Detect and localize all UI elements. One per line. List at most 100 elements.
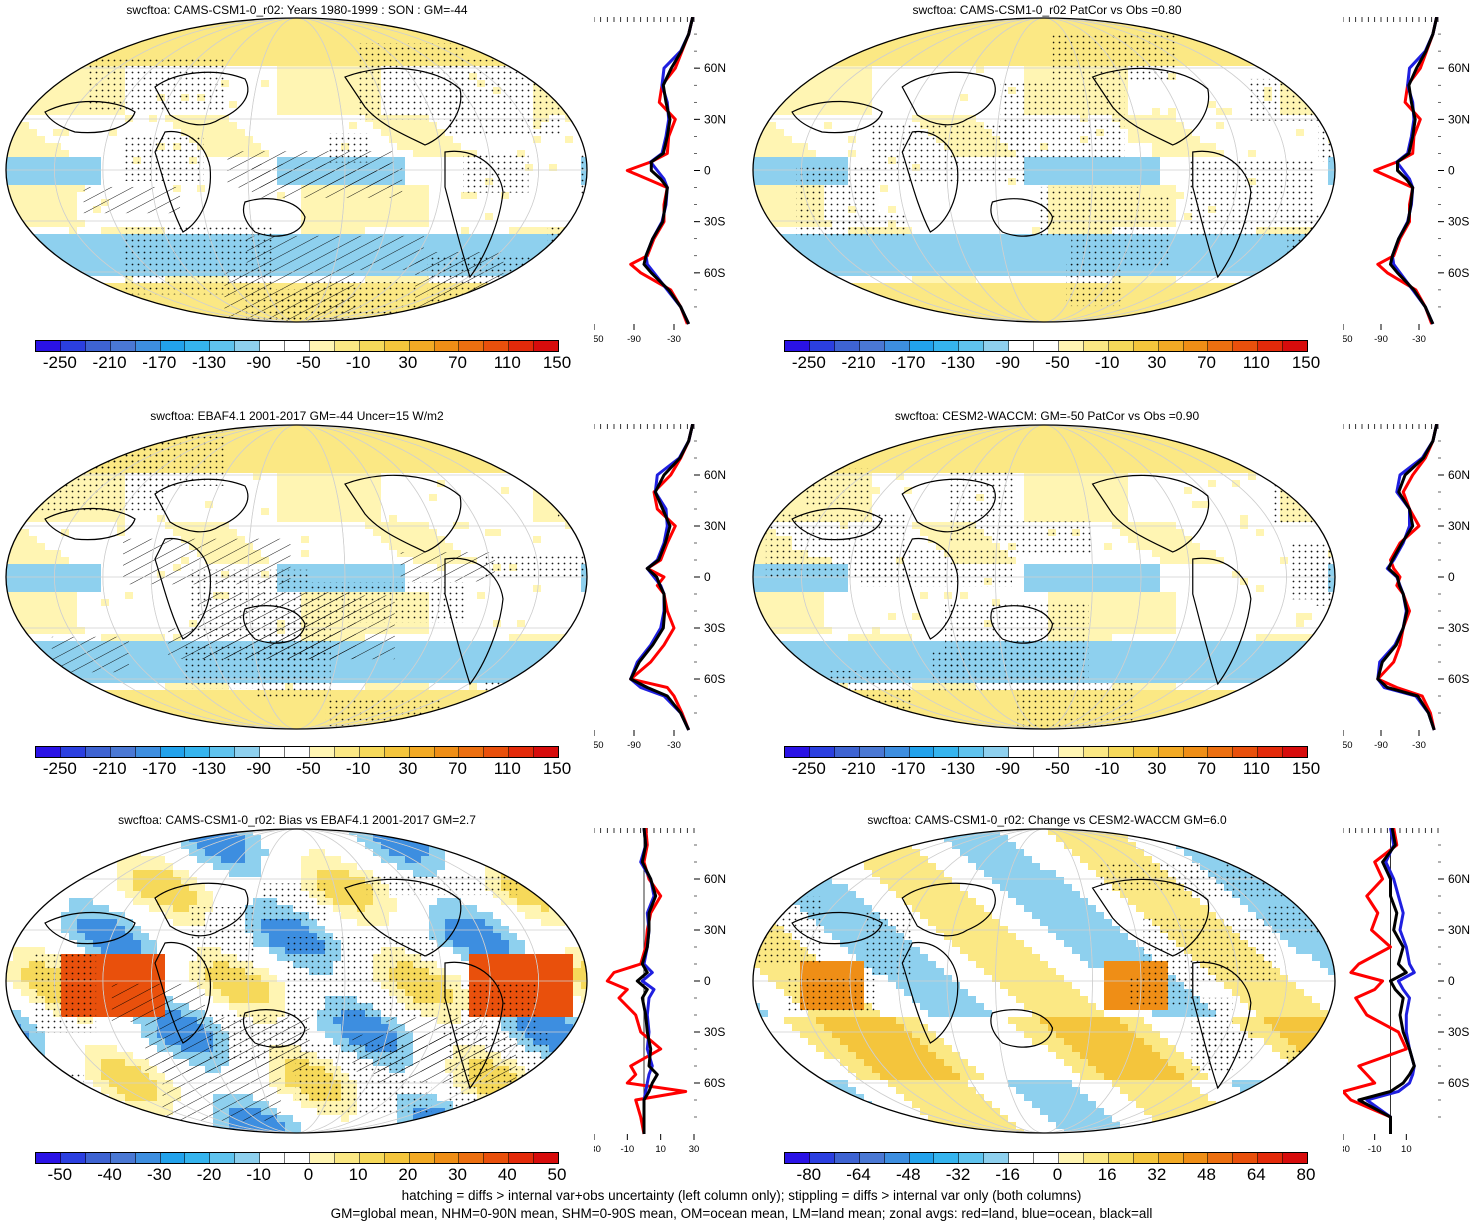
colorbar-swatch — [61, 747, 86, 757]
colorbar-swatch — [111, 341, 136, 351]
zonal-lat-tick-label: 60N — [1448, 61, 1470, 75]
colorbar-swatch — [185, 341, 210, 351]
colorbar-swatch — [260, 341, 285, 351]
colorbar-tick-label: 0 — [1053, 1165, 1062, 1185]
colorbar-swatch — [835, 747, 860, 757]
colorbar-swatch — [360, 747, 385, 757]
colorbar-swatch — [1084, 747, 1109, 757]
colorbar-tick-label: -170 — [142, 353, 176, 373]
colorbar-swatch — [984, 1153, 1009, 1163]
colorbar-swatch — [785, 341, 810, 351]
colorbar-swatch — [910, 341, 935, 351]
colorbar-swatch — [1109, 747, 1134, 757]
panel-title: swcftoa: EBAF4.1 2001-2017 GM=-44 Uncer=… — [0, 409, 597, 423]
zonal-x-tick-label: -10 — [620, 1144, 634, 1155]
map-container — [5, 828, 588, 1139]
zonal-x-tick-label: -90 — [627, 334, 641, 345]
colorbar-tick-label: 30 — [1147, 353, 1166, 373]
panel-title: swcftoa: CAMS-CSM1-0_r02: Bias vs EBAF4.… — [0, 813, 597, 827]
colorbar-swatch — [185, 747, 210, 757]
colorbar-tick-label: -10 — [1095, 353, 1120, 373]
colorbar-tick-label: -50 — [296, 353, 321, 373]
colorbar-swatch — [235, 341, 260, 351]
colorbar-tick-label: 80 — [1297, 1165, 1316, 1185]
colorbar-tick-label: -170 — [891, 759, 925, 779]
zonal-lat-tick-label: 60S — [704, 266, 725, 280]
colorbar-tick-label: -130 — [192, 353, 226, 373]
panel-title: swcftoa: CAMS-CSM1-0_r02: Change vs CESM… — [747, 813, 1347, 827]
colorbar-swatch — [385, 341, 410, 351]
colorbar-swatch — [1208, 1153, 1233, 1163]
colorbar-tick-label: -250 — [43, 353, 77, 373]
map-container — [5, 424, 588, 735]
colorbar-tick-label: 30 — [448, 1165, 467, 1185]
zonal-lat-tick-label: 30N — [704, 519, 726, 533]
zonal-x-tick-label: 10 — [655, 1144, 666, 1155]
colorbar-swatch — [860, 747, 885, 757]
zonal-series-all — [1359, 828, 1415, 1134]
colorbar-tick-label: -32 — [946, 1165, 971, 1185]
colorbar-tick-label: 48 — [1197, 1165, 1216, 1185]
colorbar-tick-label: -250 — [792, 759, 826, 779]
colorbar-tick-label: 10 — [349, 1165, 368, 1185]
colorbar-tick-label: -20 — [197, 1165, 222, 1185]
panel-title: swcftoa: CAMS-CSM1-0_r02: Years 1980-199… — [0, 3, 597, 17]
colorbar-swatch — [1159, 341, 1184, 351]
colorbar-swatch — [360, 1153, 385, 1163]
colorbar-tick-label: -64 — [846, 1165, 871, 1185]
colorbar-swatch — [86, 341, 111, 351]
zonal-lat-tick-label: 30S — [704, 621, 725, 635]
zonal-x-tick-label: -90 — [1374, 740, 1388, 751]
map-panel — [752, 17, 1336, 323]
colorbar-swatch — [260, 1153, 285, 1163]
colorbar-swatch — [410, 341, 435, 351]
map-panel — [752, 828, 1336, 1134]
zonal-lat-tick-label: 0 — [1448, 570, 1455, 584]
colorbar-swatch — [285, 341, 310, 351]
zonal-lat-tick-label: 60N — [704, 468, 726, 482]
zonal-lat-tick-label: 0 — [704, 570, 711, 584]
colorbar-tick-label: -80 — [797, 1165, 822, 1185]
colorbar — [35, 340, 559, 352]
colorbar-swatch — [1009, 747, 1034, 757]
colorbar-swatch — [111, 1153, 136, 1163]
colorbar-tick-label: -90 — [246, 759, 271, 779]
colorbar-swatch — [959, 747, 984, 757]
zonal-lat-tick-label: 30S — [1448, 621, 1469, 635]
colorbar-tick-label: -210 — [842, 353, 876, 373]
colorbar-swatch — [1258, 747, 1283, 757]
map-panel — [752, 424, 1336, 730]
zonal-x-tick-label: -150 — [1343, 334, 1353, 345]
colorbar-tick-label: -250 — [43, 759, 77, 779]
colorbar-swatch — [335, 747, 360, 757]
colorbar-swatch — [509, 1153, 534, 1163]
zonal-lat-tick-label: 60N — [1448, 468, 1470, 482]
zonal-lat-tick-label: 30N — [704, 112, 726, 126]
colorbar-tick-label: -90 — [246, 353, 271, 373]
colorbar-swatch — [210, 747, 235, 757]
colorbar-swatch — [285, 747, 310, 757]
colorbar-tick-label: -30 — [147, 1165, 172, 1185]
colorbar-swatch — [810, 1153, 835, 1163]
colorbar-tick-label: 20 — [398, 1165, 417, 1185]
zonal-lat-tick-label: 0 — [1448, 974, 1455, 988]
zonal-x-tick-label: -30 — [667, 740, 681, 751]
zonal-x-tick-label: -30 — [1412, 334, 1426, 345]
zonal-x-tick-label: -30 — [1343, 1144, 1350, 1155]
colorbar-tick-label: -90 — [995, 759, 1020, 779]
colorbar-swatch — [161, 341, 186, 351]
colorbar-tick-label: 40 — [498, 1165, 517, 1185]
map-container — [5, 17, 588, 328]
colorbar-tick-label: 150 — [1292, 353, 1320, 373]
panel-title: swcftoa: CAMS-CSM1-0_r02 PatCor vs Obs =… — [747, 3, 1347, 17]
colorbar-swatch — [885, 341, 910, 351]
colorbar-tick-label: -10 — [1095, 759, 1120, 779]
colorbar-tick-label: -50 — [296, 759, 321, 779]
colorbar-swatch — [934, 341, 959, 351]
colorbar-swatch — [934, 1153, 959, 1163]
colorbar-swatch — [484, 747, 509, 757]
zonal-series-land — [1375, 17, 1437, 324]
colorbar-swatch — [435, 341, 460, 351]
colorbar-swatch — [1184, 1153, 1209, 1163]
